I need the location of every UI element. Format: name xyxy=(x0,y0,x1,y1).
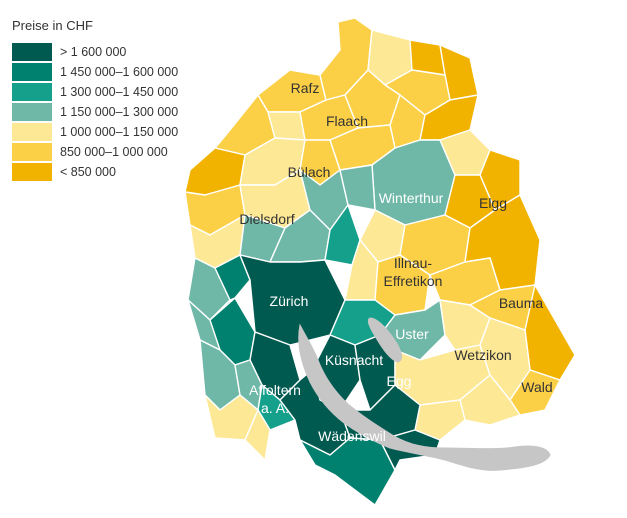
lake-zurich xyxy=(298,317,551,471)
place-label-egg: Egg xyxy=(387,373,412,389)
place-label-elgg: Elgg xyxy=(479,195,507,211)
map-legend: Preise in CHF > 1 600 000 1 450 000–1 60… xyxy=(12,18,178,182)
place-label-effretikon: Effretikon xyxy=(384,273,443,289)
legend-swatch xyxy=(12,163,52,181)
legend-item: 1 300 000–1 450 000 xyxy=(12,82,178,102)
legend-label: > 1 600 000 xyxy=(60,45,127,59)
legend-label: < 850 000 xyxy=(60,165,116,179)
lake-zurich-shape xyxy=(298,323,551,471)
legend-swatch xyxy=(12,103,52,121)
place-label-wald: Wald xyxy=(521,379,552,395)
place-label-bauma: Bauma xyxy=(499,295,544,311)
legend-label: 1 150 000–1 300 000 xyxy=(60,105,179,119)
legend-label: 850 000–1 000 000 xyxy=(60,145,168,159)
place-label-wetzikon: Wetzikon xyxy=(454,347,511,363)
legend-label: 1 300 000–1 450 000 xyxy=(60,85,179,99)
place-label-kuesnacht: Küsnacht xyxy=(325,352,383,368)
place-label-affoltern-aa: a. A. xyxy=(261,400,289,416)
legend-item: 850 000–1 000 000 xyxy=(12,142,178,162)
legend-item: 1 450 000–1 600 000 xyxy=(12,62,178,82)
legend-label: 1 450 000–1 600 000 xyxy=(60,65,179,79)
legend-title: Preise in CHF xyxy=(12,18,93,33)
place-label-flaach: Flaach xyxy=(326,113,368,129)
legend-swatch xyxy=(12,43,52,61)
legend-swatch xyxy=(12,63,52,81)
municipality-layer xyxy=(184,17,576,506)
legend-swatch xyxy=(12,143,52,161)
lake-greifensee-shape xyxy=(367,317,403,363)
place-label-zuerich: Zürich xyxy=(270,293,309,309)
place-label-winterthur: Winterthur xyxy=(379,190,444,206)
place-labels: Rafz Flaach Bülach Winterthur Elgg Diels… xyxy=(239,80,552,444)
place-label-illnau: Illnau- xyxy=(394,255,432,271)
municipality xyxy=(214,254,251,301)
legend-item: > 1 600 000 xyxy=(12,42,178,62)
legend-label: 1 000 000–1 150 000 xyxy=(60,125,179,139)
municipality xyxy=(244,409,271,461)
legend-item: 1 150 000–1 300 000 xyxy=(12,102,178,122)
legend-item: 1 000 000–1 150 000 xyxy=(12,122,178,142)
place-label-dielsdorf: Dielsdorf xyxy=(239,211,294,227)
place-label-uster: Uster xyxy=(395,326,429,342)
legend-item: < 850 000 xyxy=(12,162,178,182)
municipality xyxy=(257,384,296,431)
legend-swatch xyxy=(12,83,52,101)
place-label-buelach: Bülach xyxy=(288,164,331,180)
place-label-rafz: Rafz xyxy=(291,80,320,96)
place-label-affoltern: Affoltern xyxy=(249,382,301,398)
legend-swatch xyxy=(12,123,52,141)
municipality xyxy=(299,437,396,506)
place-label-waedenswil: Wädenswil xyxy=(318,428,386,444)
